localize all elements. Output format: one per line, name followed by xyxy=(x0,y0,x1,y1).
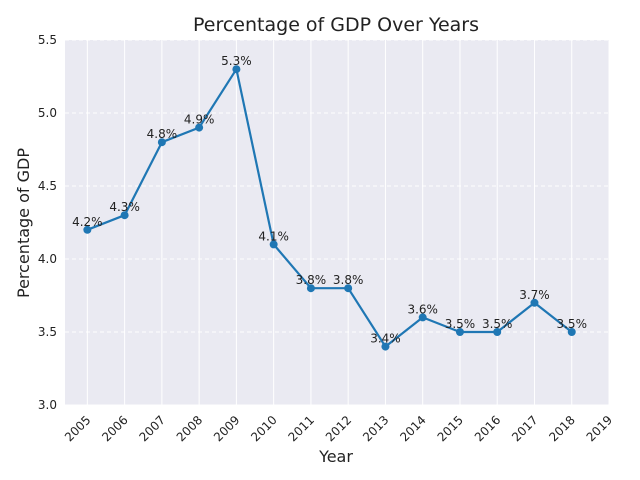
x-tick-label: 2009 xyxy=(211,413,242,444)
data-labels: 4.2% 4.3% 4.8% 4.9% 5.3% 4.1% 3.8% 3.8% 3.4% 3.6%… xyxy=(72,54,587,345)
x-tick-label: 2018 xyxy=(546,413,577,444)
x-tick-label: 2013 xyxy=(360,413,391,444)
data-point xyxy=(195,123,204,132)
data-point xyxy=(120,211,129,220)
x-tick-label: 2005 xyxy=(62,413,93,444)
series-line xyxy=(86,68,573,348)
data-label: 3.5% xyxy=(482,317,513,331)
data-point xyxy=(344,284,353,293)
series-layer xyxy=(83,65,576,351)
x-axis-label: Year xyxy=(318,447,353,466)
x-tick-label: 2016 xyxy=(472,413,503,444)
data-label: 3.6% xyxy=(407,302,438,316)
data-point xyxy=(455,328,464,336)
x-tick-label: 2006 xyxy=(99,413,130,444)
x-tick-label: 2007 xyxy=(136,413,167,444)
data-label: 4.3% xyxy=(109,200,140,214)
data-label: 3.8% xyxy=(296,273,327,287)
y-tick-label: 4.5 xyxy=(38,179,57,193)
data-label: 4.8% xyxy=(147,127,178,141)
data-point xyxy=(530,298,539,307)
data-label: 4.1% xyxy=(258,229,289,243)
data-label: 3.4% xyxy=(370,332,401,346)
chart-title: Percentage of GDP Over Years xyxy=(193,14,479,36)
y-tick-label: 3.5 xyxy=(38,325,57,339)
y-tick-label: 3.0 xyxy=(38,398,57,412)
data-label: 4.2% xyxy=(72,215,103,229)
data-label: 5.3% xyxy=(221,54,252,68)
x-tick-label: 2011 xyxy=(286,413,317,444)
data-label: 4.9% xyxy=(184,113,215,127)
data-point xyxy=(157,138,166,147)
x-tick-label: 2008 xyxy=(174,413,205,444)
y-tick-label: 4.0 xyxy=(38,252,57,266)
data-label: 3.5% xyxy=(556,317,587,331)
data-label: 3.7% xyxy=(519,288,550,302)
data-point xyxy=(232,65,241,74)
data-label: 3.8% xyxy=(333,273,364,287)
x-tick-label: 2017 xyxy=(509,413,540,444)
data-point xyxy=(418,313,427,322)
plot-background xyxy=(65,40,609,405)
x-tick-label: 2019 xyxy=(584,413,615,444)
data-point xyxy=(493,328,502,336)
x-tick-label: 2010 xyxy=(248,413,279,444)
y-tick-label: 5.5 xyxy=(38,33,57,47)
data-point xyxy=(381,342,390,351)
x-tick-label: 2012 xyxy=(323,413,354,444)
y-axis-label: Percentage of GDP xyxy=(14,148,33,298)
data-point xyxy=(567,328,576,336)
x-tick-label: 2015 xyxy=(435,413,466,444)
data-point xyxy=(269,240,278,249)
grid-lines xyxy=(65,39,610,406)
y-tick-label: 5.0 xyxy=(38,106,57,120)
x-tick-label: 2014 xyxy=(397,413,428,444)
data-point xyxy=(306,284,315,293)
data-label: 3.5% xyxy=(445,317,476,331)
data-point xyxy=(83,225,92,234)
